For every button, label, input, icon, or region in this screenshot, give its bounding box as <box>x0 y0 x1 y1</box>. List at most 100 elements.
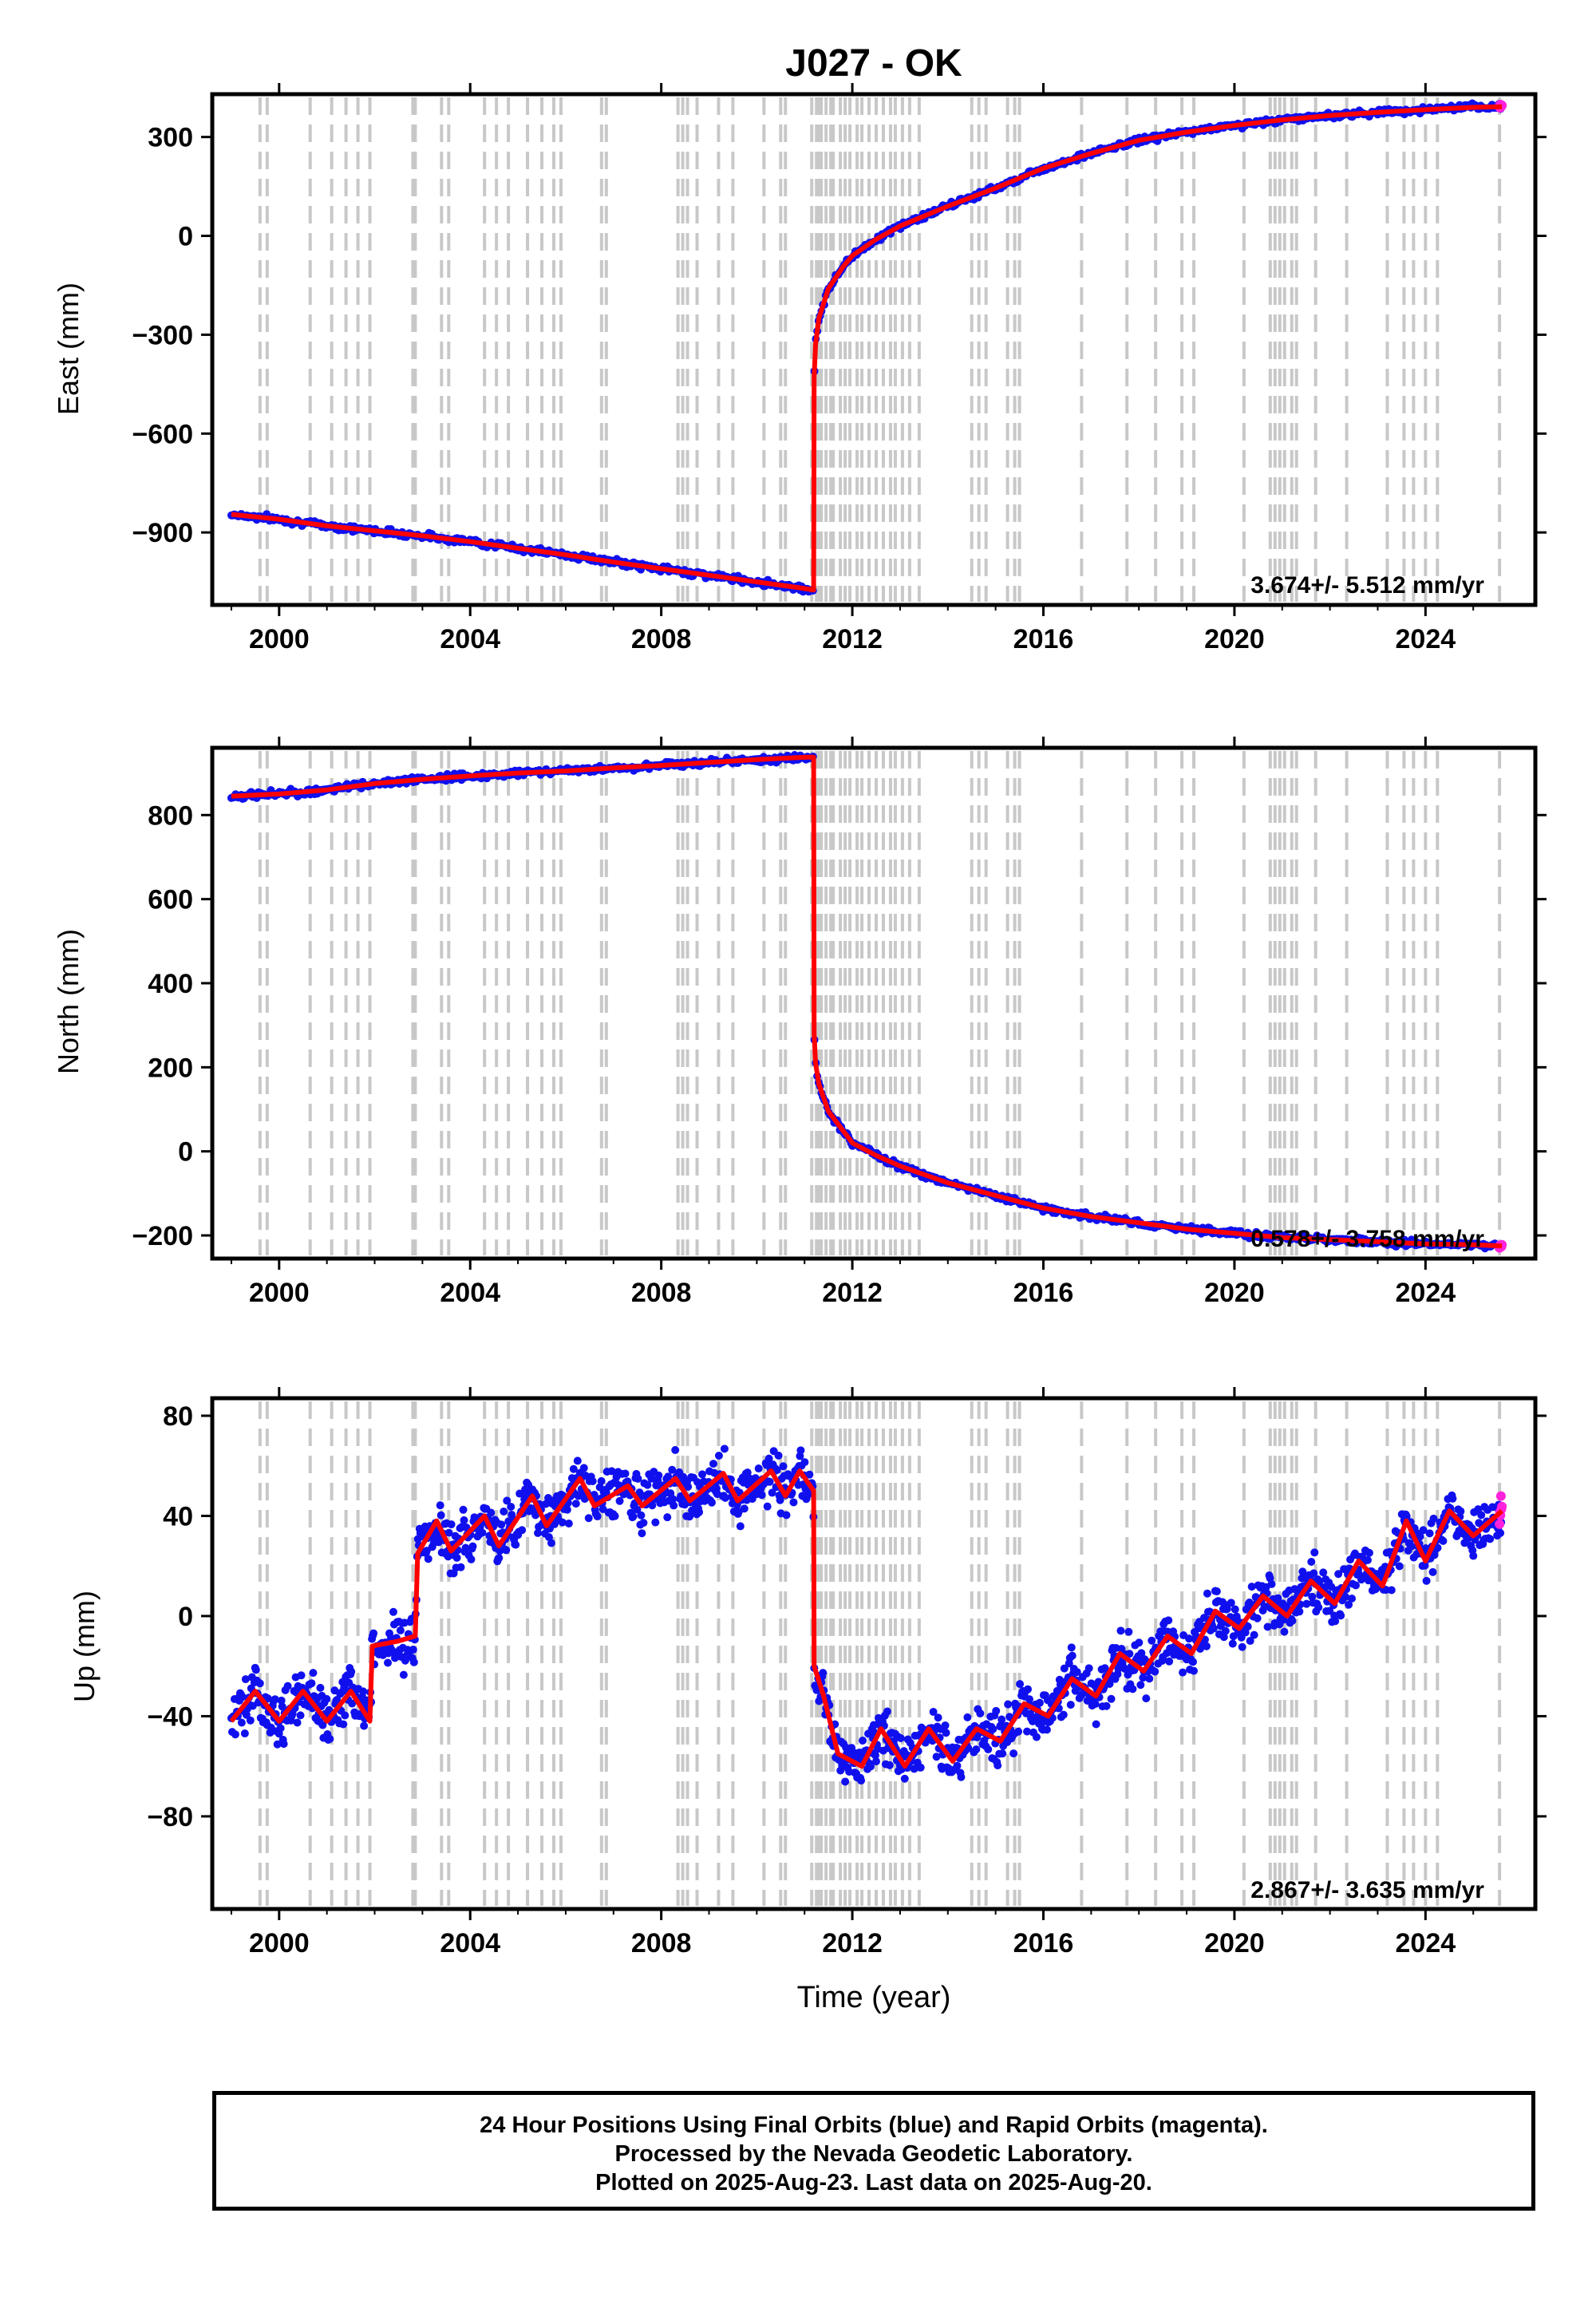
data-point-up <box>1014 1727 1023 1736</box>
data-point-up <box>695 1508 704 1516</box>
rapid-point-up <box>1495 1491 1506 1501</box>
panel-north: 2000 2004 2008 2012 2016 2020 2024 −200 0 200 400 6… <box>52 737 1547 1308</box>
data-point-up <box>437 1511 445 1520</box>
y-tick-label-up: 0 <box>178 1602 193 1632</box>
data-point-up <box>341 1711 350 1720</box>
data-point-up <box>579 1464 588 1472</box>
data-point-up <box>714 1451 723 1460</box>
data-point-up <box>242 1710 251 1719</box>
data-point-up <box>558 1518 567 1527</box>
data-point-up <box>389 1607 397 1616</box>
y-tick-label-up: −40 <box>147 1701 193 1732</box>
data-point-up <box>621 1469 630 1478</box>
data-point-up <box>916 1763 925 1772</box>
data-point-up <box>597 1476 606 1485</box>
data-point-up <box>1135 1638 1144 1647</box>
rate-label-east: 3.674+/- 5.512 mm/yr <box>1250 572 1484 599</box>
data-point-up <box>1448 1494 1457 1503</box>
data-point-up <box>1348 1595 1357 1603</box>
data-point-up <box>1024 1685 1033 1694</box>
data-point-up <box>615 1496 624 1505</box>
x-tick-label-north: 2016 <box>1013 1278 1074 1308</box>
y-tick-label-north: 0 <box>178 1137 193 1168</box>
data-point-up <box>942 1729 950 1737</box>
data-point-up <box>396 1626 405 1634</box>
data-point-up <box>772 1466 781 1475</box>
data-point-up <box>502 1546 511 1555</box>
data-point-up <box>972 1745 981 1754</box>
data-point-up <box>976 1709 985 1717</box>
data-point-up <box>1084 1664 1093 1673</box>
data-point-up <box>1395 1562 1404 1571</box>
data-point-up <box>805 1470 814 1479</box>
data-point-up <box>1016 1680 1025 1689</box>
data-point-up <box>654 1471 663 1480</box>
data-point-up <box>563 1505 571 1514</box>
y-tick-label-north: 800 <box>148 800 193 831</box>
data-point-up <box>638 1529 646 1538</box>
data-point-up <box>1387 1586 1396 1595</box>
footer-line-2: Processed by the Nevada Geodetic Laborat… <box>614 2141 1133 2167</box>
data-point-up <box>503 1496 512 1505</box>
y-tick-label-up: 40 <box>163 1501 193 1531</box>
data-point-up <box>764 1454 773 1463</box>
data-point-up <box>456 1563 465 1571</box>
data-point-up <box>671 1445 680 1454</box>
data-point-up <box>277 1696 286 1705</box>
panel-up: 2000 2004 2008 2012 2016 2020 2024−80−4004080 … <box>68 1387 1547 1958</box>
data-point-up <box>564 1520 573 1528</box>
x-axis-label: Time (year) <box>797 1981 951 2014</box>
data-point-up <box>1314 1603 1323 1612</box>
data-point-up <box>1238 1642 1246 1651</box>
data-point-up <box>740 1504 749 1513</box>
data-point-up <box>1209 1624 1218 1633</box>
x-tick-label-up: 2016 <box>1013 1928 1074 1958</box>
model-curve-up <box>229 1468 1504 1769</box>
data-point-up <box>1310 1548 1319 1557</box>
data-point-up <box>709 1460 717 1468</box>
data-point-up <box>1190 1666 1199 1675</box>
data-point-up <box>663 1513 672 1522</box>
data-point-up <box>360 1721 369 1730</box>
x-tick-label-east: 2020 <box>1204 624 1265 654</box>
data-point-up <box>348 1699 357 1708</box>
data-point-up <box>841 1777 850 1786</box>
model-curve-east <box>231 104 1503 593</box>
data-point-up <box>629 1512 638 1521</box>
data-point-up <box>296 1711 305 1720</box>
data-point-up <box>1231 1605 1239 1614</box>
y-tick-label-east: 0 <box>178 222 193 252</box>
data-point-up <box>743 1468 752 1477</box>
data-point-up <box>271 1695 279 1704</box>
data-point-up <box>736 1522 745 1531</box>
data-point-up <box>461 1543 470 1552</box>
panel-east: 2000 2004 2008 2012 2016 2020 2024 −900 −600 −300… <box>52 83 1547 654</box>
data-point-up <box>757 1491 766 1500</box>
data-point-up <box>992 1706 1001 1715</box>
data-point-up <box>246 1716 255 1725</box>
data-point-up <box>495 1554 504 1563</box>
rate-label-up: 2.867+/- 3.635 mm/yr <box>1250 1877 1484 1903</box>
data-point-up <box>573 1456 582 1465</box>
data-point-up <box>279 1740 288 1749</box>
data-point-up <box>994 1761 1002 1770</box>
y-tick-label-east: −900 <box>132 518 193 548</box>
data-point-up <box>1009 1749 1018 1758</box>
data-point-up <box>1042 1725 1051 1734</box>
data-point-up <box>571 1500 580 1508</box>
data-point-up <box>1124 1627 1133 1636</box>
data-point-up <box>765 1477 774 1486</box>
data-point-up <box>1496 1528 1505 1537</box>
data-point-up <box>1035 1698 1044 1707</box>
data-point-up <box>819 1669 828 1678</box>
data-point-up <box>231 1730 239 1739</box>
data-point-up <box>1307 1557 1316 1566</box>
x-tick-label-east: 2016 <box>1013 624 1074 654</box>
data-point-up <box>900 1774 909 1783</box>
x-tick-label-up: 2008 <box>631 1928 692 1958</box>
data-point-up <box>934 1713 942 1722</box>
data-point-up <box>422 1547 431 1555</box>
data-point-up <box>347 1667 356 1676</box>
data-point-up <box>1148 1636 1156 1645</box>
data-point-up <box>1092 1720 1100 1729</box>
